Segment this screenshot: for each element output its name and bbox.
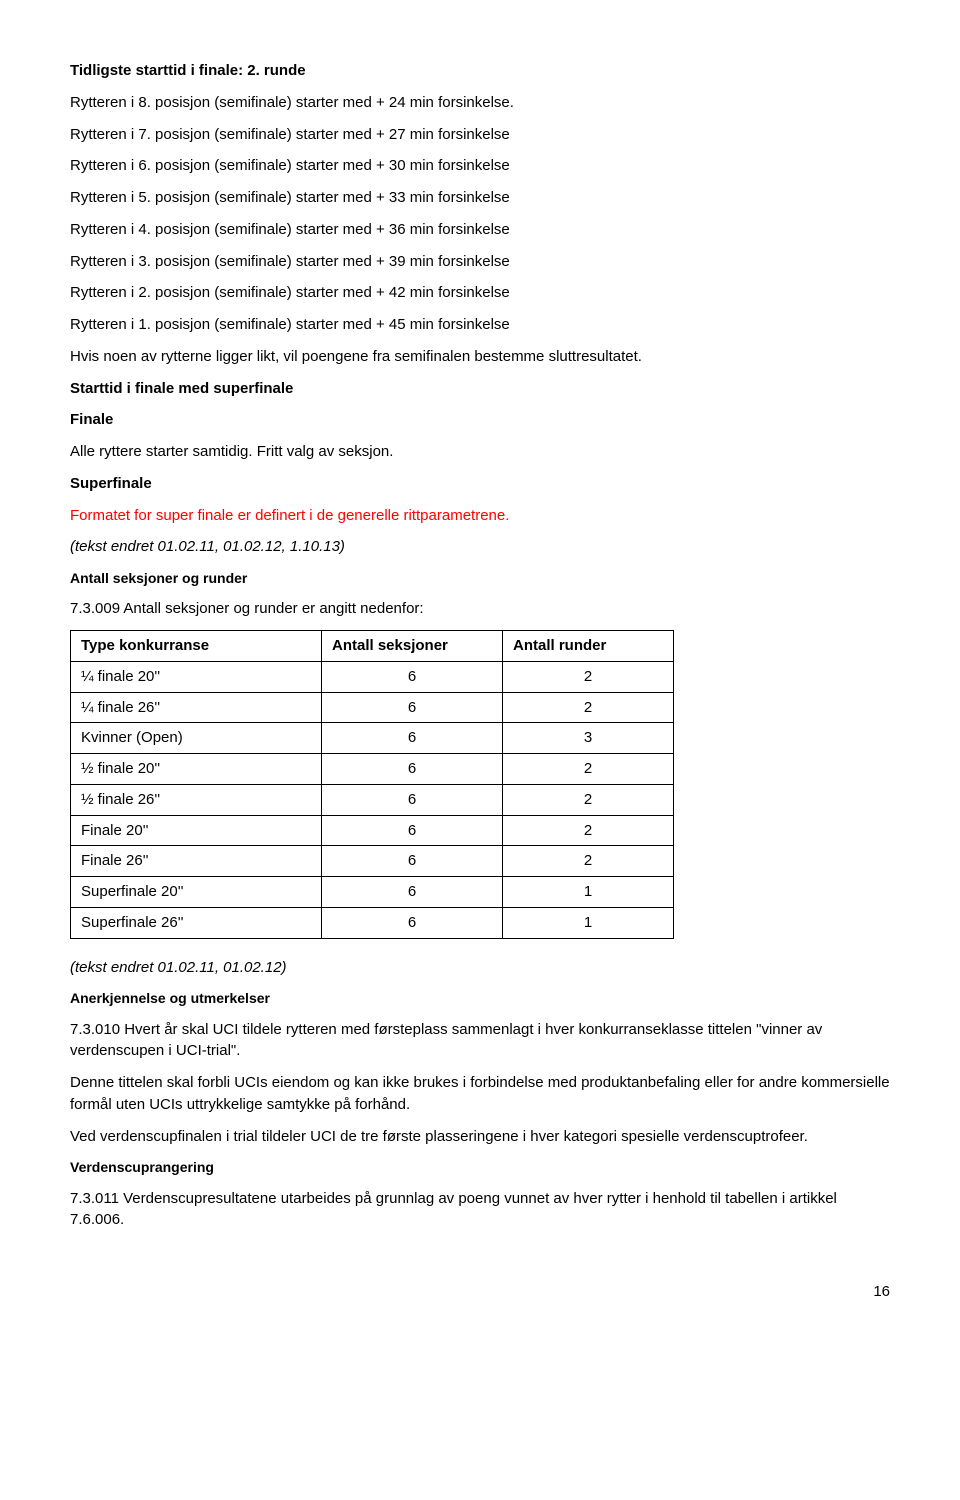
antall-seksjoner-heading: Antall seksjoner og runder xyxy=(70,568,890,588)
superfinale-format-text: Formatet for super finale er definert i … xyxy=(70,505,890,527)
cell-type: ¼ finale 20'' xyxy=(71,661,322,692)
superfinale-heading: Superfinale xyxy=(70,473,890,495)
rider-line-1: Rytteren i 1. posisjon (semifinale) star… xyxy=(70,314,890,336)
cell-sections: 6 xyxy=(322,907,503,938)
cell-rounds: 1 xyxy=(503,877,674,908)
rider-line-3: Rytteren i 3. posisjon (semifinale) star… xyxy=(70,251,890,273)
cell-rounds: 1 xyxy=(503,907,674,938)
cell-sections: 6 xyxy=(322,815,503,846)
table-row: ¼ finale 20'' 6 2 xyxy=(71,661,674,692)
col-header-sections: Antall seksjoner xyxy=(322,631,503,662)
earliest-start-heading: Tidligste starttid i finale: 2. runde xyxy=(70,60,890,82)
cell-type: ½ finale 20'' xyxy=(71,754,322,785)
starttid-superfinale-heading: Starttid i finale med superfinale xyxy=(70,378,890,400)
verdenscuprangering-heading: Verdenscuprangering xyxy=(70,1157,890,1177)
cell-type: Finale 20'' xyxy=(71,815,322,846)
anerkjennelse-heading: Anerkjennelse og utmerkelser xyxy=(70,988,890,1008)
cell-sections: 6 xyxy=(322,692,503,723)
cell-type: ¼ finale 26'' xyxy=(71,692,322,723)
rule-7-3-010: 7.3.010 Hvert år skal UCI tildele rytter… xyxy=(70,1019,890,1063)
cell-rounds: 3 xyxy=(503,723,674,754)
table-row: ½ finale 20'' 6 2 xyxy=(71,754,674,785)
tekst-endret-2: (tekst endret 01.02.11, 01.02.12) xyxy=(70,957,890,979)
tie-note: Hvis noen av rytterne ligger likt, vil p… xyxy=(70,346,890,368)
cell-sections: 6 xyxy=(322,877,503,908)
cell-rounds: 2 xyxy=(503,661,674,692)
table-row: ¼ finale 26'' 6 2 xyxy=(71,692,674,723)
rider-line-6: Rytteren i 6. posisjon (semifinale) star… xyxy=(70,155,890,177)
table-row: Finale 20'' 6 2 xyxy=(71,815,674,846)
cell-sections: 6 xyxy=(322,754,503,785)
table-row: Finale 26'' 6 2 xyxy=(71,846,674,877)
rider-line-7: Rytteren i 7. posisjon (semifinale) star… xyxy=(70,124,890,146)
cell-rounds: 2 xyxy=(503,815,674,846)
cell-type: Superfinale 26'' xyxy=(71,907,322,938)
cell-sections: 6 xyxy=(322,723,503,754)
table-row: Superfinale 26'' 6 1 xyxy=(71,907,674,938)
sections-rounds-table: Type konkurranse Antall seksjoner Antall… xyxy=(70,630,674,939)
col-header-type: Type konkurranse xyxy=(71,631,322,662)
worldcup-trophy-text: Ved verdenscupfinalen i trial tildeler U… xyxy=(70,1126,890,1148)
title-ownership-text: Denne tittelen skal forbli UCIs eiendom … xyxy=(70,1072,890,1116)
cell-sections: 6 xyxy=(322,661,503,692)
page-number: 16 xyxy=(70,1281,890,1303)
cell-sections: 6 xyxy=(322,784,503,815)
rule-7-3-011: 7.3.011 Verdenscupresultatene utarbeides… xyxy=(70,1188,890,1232)
finale-heading: Finale xyxy=(70,409,890,431)
rule-7-3-009: 7.3.009 Antall seksjoner og runder er an… xyxy=(70,598,890,620)
rider-line-8: Rytteren i 8. posisjon (semifinale) star… xyxy=(70,92,890,114)
cell-rounds: 2 xyxy=(503,846,674,877)
tekst-endret-1: (tekst endret 01.02.11, 01.02.12, 1.10.1… xyxy=(70,536,890,558)
cell-type: Kvinner (Open) xyxy=(71,723,322,754)
col-header-rounds: Antall runder xyxy=(503,631,674,662)
rider-line-5: Rytteren i 5. posisjon (semifinale) star… xyxy=(70,187,890,209)
cell-rounds: 2 xyxy=(503,784,674,815)
cell-sections: 6 xyxy=(322,846,503,877)
rider-line-4: Rytteren i 4. posisjon (semifinale) star… xyxy=(70,219,890,241)
table-row: Superfinale 20'' 6 1 xyxy=(71,877,674,908)
cell-type: Superfinale 20'' xyxy=(71,877,322,908)
cell-type: ½ finale 26'' xyxy=(71,784,322,815)
rider-line-2: Rytteren i 2. posisjon (semifinale) star… xyxy=(70,282,890,304)
table-header-row: Type konkurranse Antall seksjoner Antall… xyxy=(71,631,674,662)
table-row: ½ finale 26'' 6 2 xyxy=(71,784,674,815)
cell-rounds: 2 xyxy=(503,754,674,785)
cell-rounds: 2 xyxy=(503,692,674,723)
cell-type: Finale 26'' xyxy=(71,846,322,877)
table-row: Kvinner (Open) 6 3 xyxy=(71,723,674,754)
all-ryttere-text: Alle ryttere starter samtidig. Fritt val… xyxy=(70,441,890,463)
